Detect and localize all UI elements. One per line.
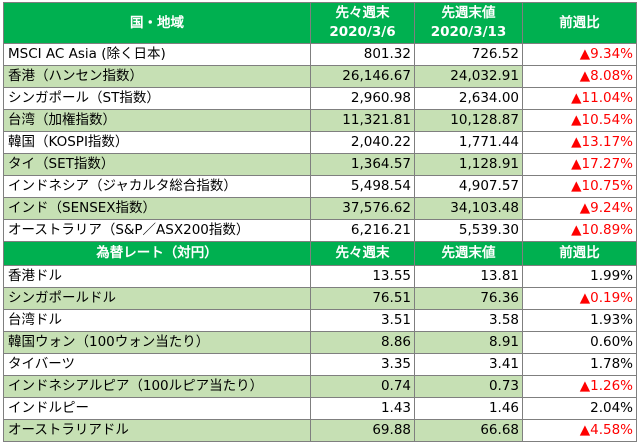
row-name: MSCI AC Asia (除く日本)	[3, 43, 311, 66]
prev1-value: 24,032.91	[414, 65, 523, 88]
prev1-value: 0.73	[414, 375, 523, 398]
stock-header-row: 国・地域 先々週末 2020/3/6 先週末値 2020/3/13 前週比	[3, 2, 637, 44]
stocks-row: 韓国（KOSPI指数） 2,040.22 1,771.44 ▲13.17%	[3, 131, 637, 154]
row-name: 韓国ウォン（100ウォン当たり）	[3, 331, 311, 354]
prev2-value: 37,576.62	[310, 197, 415, 220]
prev2-value: 1.43	[310, 397, 415, 420]
prev1-value: 76.36	[414, 287, 523, 310]
change-value: ▲13.17%	[522, 131, 637, 154]
change-value: ▲8.08%	[522, 65, 637, 88]
prev1-value: 13.81	[414, 265, 523, 288]
region-header: 国・地域	[3, 2, 311, 44]
change-value: 1.93%	[522, 309, 637, 332]
prev2-header: 先々週末 2020/3/6	[310, 2, 415, 44]
stocks-row: シンガポール（ST指数） 2,960.98 2,634.00 ▲11.04%	[3, 87, 637, 110]
row-name: タイバーツ	[3, 353, 311, 376]
fx-prev2-header: 先々週末	[310, 241, 415, 266]
change-value: 2.04%	[522, 397, 637, 420]
row-name: 台湾ドル	[3, 309, 311, 332]
prev2-value: 76.51	[310, 287, 415, 310]
change-header: 前週比	[522, 2, 637, 44]
prev1-value: 2,634.00	[414, 87, 523, 110]
prev2-value: 0.74	[310, 375, 415, 398]
change-value: ▲9.34%	[522, 43, 637, 66]
row-name: インド（SENSEX指数）	[3, 197, 311, 220]
row-name: タイ（SET指数）	[3, 153, 311, 176]
prev1-value: 3.58	[414, 309, 523, 332]
prev2-value: 6,216.21	[310, 219, 415, 242]
change-value: 0.60%	[522, 331, 637, 354]
fx-change-header: 前週比	[522, 241, 637, 266]
change-value: ▲17.27%	[522, 153, 637, 176]
change-value: ▲10.75%	[522, 175, 637, 198]
change-value: 1.99%	[522, 265, 637, 288]
change-value: ▲9.24%	[522, 197, 637, 220]
change-value: ▲0.19%	[522, 287, 637, 310]
fx-row: タイバーツ 3.35 3.41 1.78%	[3, 353, 637, 376]
stocks-row: 香港（ハンセン指数） 26,146.67 24,032.91 ▲8.08%	[3, 65, 637, 88]
prev2-value: 26,146.67	[310, 65, 415, 88]
fx-row: シンガポールドル 76.51 76.36 ▲0.19%	[3, 287, 637, 310]
prev2-value: 8.86	[310, 331, 415, 354]
prev1-value: 1.46	[414, 397, 523, 420]
prev1-value: 4,907.57	[414, 175, 523, 198]
fx-row: 韓国ウォン（100ウォン当たり） 8.86 8.91 0.60%	[3, 331, 637, 354]
fx-title-header: 為替レート（対円）	[3, 241, 311, 266]
prev1-header: 先週末値 2020/3/13	[414, 2, 523, 44]
prev2-value: 11,321.81	[310, 109, 415, 132]
row-name: インドネシア（ジャカルタ総合指数）	[3, 175, 311, 198]
row-name: シンガポール（ST指数）	[3, 87, 311, 110]
prev2-value: 3.35	[310, 353, 415, 376]
prev2-value: 2,040.22	[310, 131, 415, 154]
fx-header-row: 為替レート（対円） 先々週末 先週末値 前週比	[3, 241, 637, 266]
row-name: オーストラリア（S&P／ASX200指数）	[3, 219, 311, 242]
row-name: 台湾（加権指数）	[3, 109, 311, 132]
row-name: シンガポールドル	[3, 287, 311, 310]
change-value: ▲10.89%	[522, 219, 637, 242]
prev2-value: 13.55	[310, 265, 415, 288]
stocks-row: タイ（SET指数） 1,364.57 1,128.91 ▲17.27%	[3, 153, 637, 176]
row-name: インドルピー	[3, 397, 311, 420]
prev1-value: 5,539.30	[414, 219, 523, 242]
prev1-value: 726.52	[414, 43, 523, 66]
prev2-value: 3.51	[310, 309, 415, 332]
prev1-value: 10,128.87	[414, 109, 523, 132]
row-name: 香港ドル	[3, 265, 311, 288]
prev2-value: 2,960.98	[310, 87, 415, 110]
prev2-value: 1,364.57	[310, 153, 415, 176]
fx-row: 台湾ドル 3.51 3.58 1.93%	[3, 309, 637, 332]
prev2-value: 801.32	[310, 43, 415, 66]
prev1-value: 1,771.44	[414, 131, 523, 154]
prev1-value: 34,103.48	[414, 197, 523, 220]
fx-row: インドルピー 1.43 1.46 2.04%	[3, 397, 637, 420]
change-value: ▲11.04%	[522, 87, 637, 110]
stocks-row: MSCI AC Asia (除く日本) 801.32 726.52 ▲9.34%	[3, 43, 637, 66]
prev1-value: 3.41	[414, 353, 523, 376]
market-table: 国・地域 先々週末 2020/3/6 先週末値 2020/3/13 前週比 MSCI…	[3, 2, 637, 442]
stocks-row: インド（SENSEX指数） 37,576.62 34,103.48 ▲9.24%	[3, 197, 637, 220]
stocks-row: オーストラリア（S&P／ASX200指数） 6,216.21 5,539.30 ▲10…	[3, 219, 637, 242]
change-value: ▲10.54%	[522, 109, 637, 132]
stocks-row: 台湾（加権指数） 11,321.81 10,128.87 ▲10.54%	[3, 109, 637, 132]
row-name: 香港（ハンセン指数）	[3, 65, 311, 88]
prev1-value: 8.91	[414, 331, 523, 354]
stocks-row: インドネシア（ジャカルタ総合指数） 5,498.54 4,907.57 ▲10.75%	[3, 175, 637, 198]
change-value: ▲1.26%	[522, 375, 637, 398]
row-name: インドネシアルピア（100ルピア当たり）	[3, 375, 311, 398]
prev2-value: 5,498.54	[310, 175, 415, 198]
fx-row: 香港ドル 13.55 13.81 1.99%	[3, 265, 637, 288]
fx-prev1-header: 先週末値	[414, 241, 523, 266]
change-value: 1.78%	[522, 353, 637, 376]
prev1-value: 1,128.91	[414, 153, 523, 176]
row-name: 韓国（KOSPI指数）	[3, 131, 311, 154]
fx-row: インドネシアルピア（100ルピア当たり） 0.74 0.73 ▲1.26%	[3, 375, 637, 398]
